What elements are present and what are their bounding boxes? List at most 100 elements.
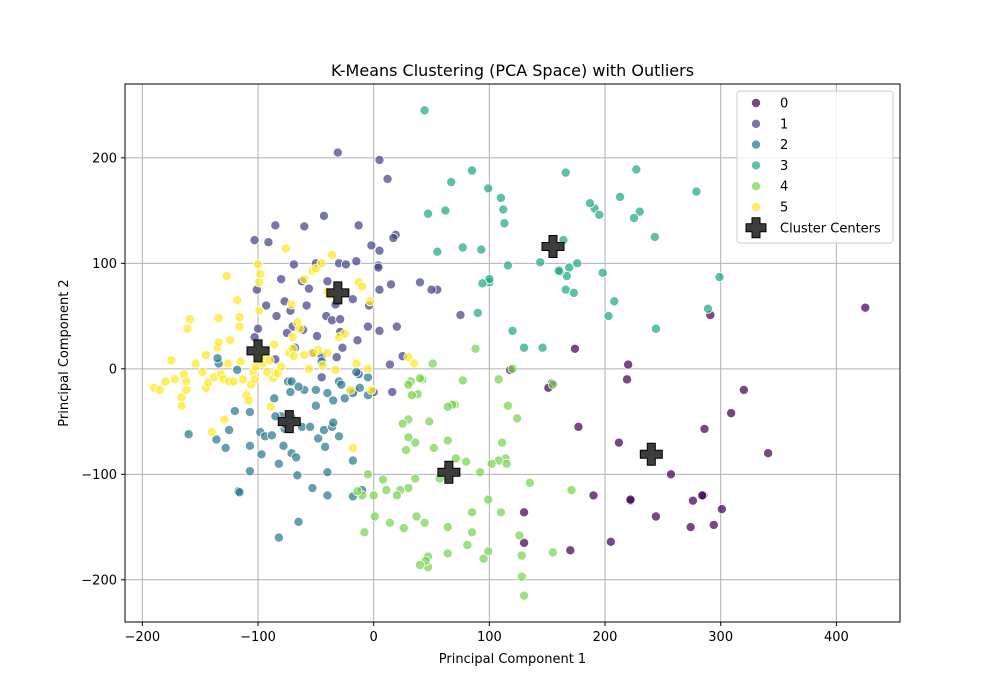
data-point-cluster-3 [423,208,434,219]
data-point-cluster-4 [493,374,504,385]
data-point-cluster-0 [665,469,676,480]
data-point-cluster-4 [419,517,430,528]
data-point-cluster-2 [244,440,255,451]
legend-marker-2 [751,139,762,150]
data-point-cluster-4 [398,523,409,534]
data-point-cluster-2 [273,458,284,469]
data-point-cluster-2 [270,411,281,422]
data-point-cluster-4 [391,490,402,501]
data-point-cluster-0 [623,359,634,370]
data-point-cluster-4 [414,373,425,384]
data-point-cluster-4 [424,416,435,427]
data-point-cluster-3 [650,323,661,334]
data-point-cluster-4 [501,458,512,469]
data-point-cluster-1 [249,235,260,246]
data-point-cluster-1 [382,173,393,184]
data-point-cluster-3 [585,198,596,209]
data-point-cluster-4 [352,486,363,497]
data-point-cluster-2 [220,442,231,453]
data-point-cluster-3 [483,183,494,194]
data-point-cluster-1 [352,335,363,346]
data-point-cluster-5 [265,401,276,412]
data-point-cluster-2 [234,487,245,498]
data-point-cluster-4 [467,527,478,538]
data-point-cluster-4 [384,517,395,528]
data-point-cluster-5 [299,350,310,361]
y-tick-label: −100 [81,468,117,483]
data-point-cluster-1 [322,276,333,287]
data-point-cluster-2 [278,440,289,451]
legend-marker-4 [751,181,762,192]
legend-label: Cluster Centers [780,221,881,236]
data-point-cluster-3 [440,205,451,216]
legend-label: 3 [780,159,788,174]
data-point-cluster-5 [288,351,299,362]
data-point-cluster-5 [181,384,192,395]
data-point-cluster-4 [450,453,461,464]
data-point-cluster-5 [280,243,291,254]
data-point-cluster-1 [261,300,272,311]
data-point-cluster-1 [387,387,398,398]
data-point-cluster-3 [628,212,639,223]
data-point-cluster-4 [397,418,408,429]
data-point-cluster-5 [299,274,310,285]
cluster-center-marker [639,442,663,466]
data-point-cluster-5 [322,347,333,358]
data-point-cluster-2 [291,452,302,463]
data-point-cluster-2 [333,431,344,442]
data-point-cluster-5 [166,355,177,366]
data-point-cluster-4 [514,530,525,541]
y-tick-label: 100 [92,257,117,272]
data-point-cluster-5 [276,361,287,372]
data-point-cluster-4 [362,469,373,480]
data-point-cluster-0 [738,384,749,395]
data-point-cluster-3 [519,342,530,353]
data-point-cluster-1 [270,220,281,231]
cluster-center-marker [246,339,270,363]
data-point-cluster-5 [228,376,239,387]
data-point-cluster-4 [470,343,481,354]
data-point-cluster-5 [169,374,180,385]
data-point-cluster-5 [225,335,236,346]
data-point-cluster-4 [410,473,421,484]
data-point-cluster-2 [286,376,297,387]
data-point-cluster-1 [391,321,402,332]
data-point-cluster-4 [516,550,527,561]
data-point-cluster-2 [285,387,296,398]
data-point-cluster-5 [221,270,232,281]
data-point-cluster-5 [234,321,245,332]
data-point-cluster-2 [292,470,303,481]
data-point-cluster-2 [336,379,347,390]
data-point-cluster-3 [553,265,564,276]
data-point-cluster-5 [308,347,319,358]
data-point-cluster-4 [502,400,513,411]
data-point-cluster-4 [462,539,473,550]
cluster-center-marker [437,460,461,484]
data-point-cluster-5 [200,350,211,361]
x-tick-label: −100 [240,630,276,645]
data-point-cluster-5 [409,358,420,369]
data-point-cluster-5 [249,374,260,385]
legend-label: 5 [780,201,788,216]
data-point-cluster-5 [330,364,341,375]
data-point-cluster-4 [483,546,494,557]
data-point-cluster-1 [455,310,466,321]
data-point-cluster-4 [427,358,438,369]
data-point-cluster-3 [457,242,468,253]
data-point-cluster-5 [182,323,193,334]
data-point-cluster-4 [547,379,558,390]
data-point-cluster-2 [232,364,243,375]
data-point-cluster-0 [622,374,633,385]
data-point-cluster-4 [414,560,425,571]
data-point-cluster-3 [609,296,620,307]
data-point-cluster-5 [197,366,208,377]
data-point-cluster-2 [310,400,321,411]
data-point-cluster-1 [332,147,343,158]
data-point-cluster-1 [335,314,346,325]
data-point-cluster-5 [339,329,350,340]
data-point-cluster-2 [224,425,235,436]
data-point-cluster-5 [362,363,373,374]
data-point-cluster-4 [442,401,453,412]
data-point-cluster-1 [426,284,437,295]
